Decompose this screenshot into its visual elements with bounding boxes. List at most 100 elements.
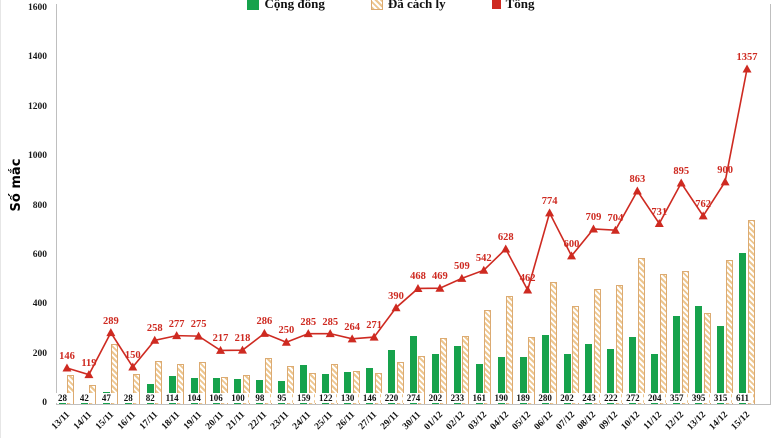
community-value-label: 315 xyxy=(710,393,732,403)
total-point-marker-icon xyxy=(610,225,620,234)
community-bar xyxy=(431,354,439,404)
total-point-marker-icon xyxy=(457,273,467,282)
total-point-marker-icon xyxy=(698,211,708,220)
quarantined-bar xyxy=(593,288,601,404)
plot-right-border xyxy=(770,4,771,404)
community-value-label: 274 xyxy=(402,393,424,403)
total-point-marker-icon xyxy=(654,219,664,228)
community-value-label: 202 xyxy=(556,393,578,403)
y-axis-title: Số mắc xyxy=(9,158,24,212)
community-bar xyxy=(563,354,571,404)
quarantined-bar xyxy=(659,273,667,404)
community-value-label: 222 xyxy=(600,393,622,403)
total-point-marker-icon xyxy=(84,370,94,379)
total-point-marker-icon xyxy=(325,329,335,338)
quarantined-bar xyxy=(506,295,514,404)
community-value-label: 280 xyxy=(534,393,556,403)
community-bar xyxy=(256,379,264,404)
chart-legend: Cộng đồng Đã cách ly Tổng xyxy=(1,0,780,12)
community-bar xyxy=(366,367,374,404)
y-axis-tick-label: 800 xyxy=(32,200,47,211)
total-value-label: 285 xyxy=(322,316,339,328)
total-point-marker-icon xyxy=(479,265,489,274)
total-point-marker-icon xyxy=(128,362,138,371)
total-value-label: 119 xyxy=(81,357,97,369)
total-point-marker-icon xyxy=(216,345,226,354)
total-point-marker-icon xyxy=(391,303,401,312)
total-point-marker-icon xyxy=(369,332,379,341)
community-value-label: 98 xyxy=(249,393,271,403)
total-value-label: 277 xyxy=(168,318,185,330)
community-value-label: 42 xyxy=(73,393,95,403)
total-value-label: 774 xyxy=(541,195,558,207)
quarantined-bar xyxy=(725,259,733,404)
total-value-label: 250 xyxy=(278,325,295,337)
community-bar xyxy=(739,253,747,404)
total-value-label: 285 xyxy=(300,316,317,328)
community-value-label: 395 xyxy=(688,393,710,403)
y-axis-tick-label: 400 xyxy=(32,299,47,310)
community-value-label: 95 xyxy=(271,393,293,403)
quarantined-bar xyxy=(637,258,645,404)
total-point-marker-icon xyxy=(150,335,160,344)
community-value-label: 233 xyxy=(446,393,468,403)
community-bar xyxy=(212,377,220,404)
total-value-label: 264 xyxy=(344,321,361,333)
community-bar xyxy=(190,378,198,404)
community-value-label: 159 xyxy=(293,393,315,403)
total-value-label: 469 xyxy=(432,271,448,283)
total-value-label: 600 xyxy=(563,238,580,250)
total-value-label: 217 xyxy=(212,333,229,345)
total-value-label: 390 xyxy=(388,290,404,302)
y-axis-tick-label: 1000 xyxy=(28,151,47,162)
total-value-label: 731 xyxy=(651,206,668,218)
community-value-label: 190 xyxy=(490,393,512,403)
community-bar xyxy=(475,364,483,404)
community-value-label: 28 xyxy=(117,393,139,403)
y-axis-tick-label: 200 xyxy=(32,348,47,359)
quarantined-bar xyxy=(615,285,623,404)
total-value-label: 704 xyxy=(607,213,624,225)
total-value-label: 709 xyxy=(585,211,602,223)
total-value-label: 542 xyxy=(475,253,492,265)
total-value-label: 462 xyxy=(519,272,536,284)
quarantined-bar xyxy=(221,376,229,404)
community-bar xyxy=(388,349,396,404)
legend-label: Đã cách ly xyxy=(387,0,446,11)
total-value-label: 1357 xyxy=(736,51,758,63)
total-value-label: 900 xyxy=(717,164,733,176)
total-value-label: 258 xyxy=(146,323,163,335)
community-value-label: 47 xyxy=(95,393,117,403)
total-point-marker-icon xyxy=(172,331,182,340)
community-value-label: 272 xyxy=(622,393,644,403)
y-axis-tick-label: 600 xyxy=(32,249,47,260)
total-point-marker-icon xyxy=(194,331,204,340)
total-point-marker-icon xyxy=(106,328,116,337)
legend-item-0: Cộng đồng xyxy=(247,0,325,12)
community-value-label: 243 xyxy=(578,393,600,403)
community-value-label: 204 xyxy=(644,393,666,403)
quarantined-bar xyxy=(681,271,689,404)
total-value-label: 895 xyxy=(673,166,690,178)
community-bar xyxy=(519,357,527,404)
community-bar xyxy=(300,364,308,404)
community-value-label: 100 xyxy=(227,393,249,403)
total-point-marker-icon xyxy=(435,283,445,292)
red-marker-icon xyxy=(491,0,501,9)
green-square-icon xyxy=(247,0,260,10)
legend-label: Cộng đồng xyxy=(264,0,325,11)
community-bar xyxy=(673,315,681,404)
y-axis-tick-label: 0 xyxy=(42,398,47,408)
total-value-label: 628 xyxy=(497,231,514,243)
total-point-marker-icon xyxy=(632,186,642,195)
total-value-label: 762 xyxy=(695,198,712,210)
community-value-label: 130 xyxy=(337,393,359,403)
community-bar xyxy=(651,353,659,404)
total-point-marker-icon xyxy=(501,244,511,253)
total-value-label: 271 xyxy=(366,320,382,332)
community-bar xyxy=(168,375,176,404)
total-point-marker-icon xyxy=(720,177,730,186)
total-point-marker-icon xyxy=(259,328,269,337)
total-point-marker-icon xyxy=(676,178,686,187)
community-bar xyxy=(278,380,286,404)
